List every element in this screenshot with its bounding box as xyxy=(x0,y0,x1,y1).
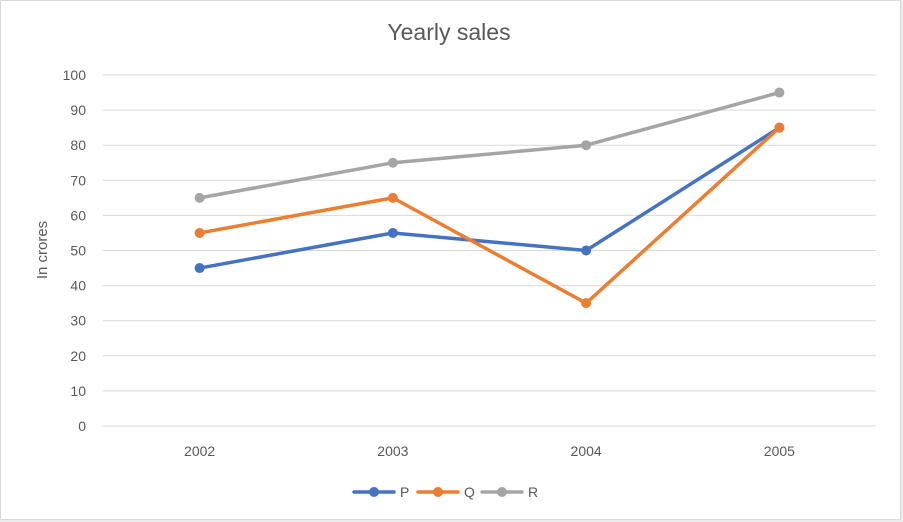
data-point xyxy=(194,227,205,238)
y-tick-label: 70 xyxy=(70,172,86,188)
x-axis-ticks: 2002 2003 2004 2005 xyxy=(184,443,795,459)
y-tick-label: 80 xyxy=(70,137,86,153)
y-axis-label: In crores xyxy=(34,221,51,279)
data-point xyxy=(774,87,785,98)
series-line xyxy=(197,125,782,270)
legend-marker xyxy=(497,487,507,497)
series-group xyxy=(194,87,785,309)
y-tick-label: 100 xyxy=(63,67,87,83)
x-tick-label: 2004 xyxy=(571,443,602,459)
y-tick-label: 10 xyxy=(70,383,86,399)
data-point xyxy=(387,157,398,168)
legend-marker xyxy=(369,487,379,497)
y-tick-label: 50 xyxy=(70,243,86,259)
data-point xyxy=(194,192,205,203)
x-tick-label: 2003 xyxy=(377,443,408,459)
legend: P Q R xyxy=(352,484,538,500)
y-tick-label: 40 xyxy=(70,278,86,294)
y-tick-label: 30 xyxy=(70,313,86,329)
chart-title: Yearly sales xyxy=(387,19,510,45)
data-point xyxy=(194,263,205,274)
legend-marker xyxy=(433,487,443,497)
legend-item-r: R xyxy=(480,484,538,500)
series-line xyxy=(197,90,782,200)
x-tick-label: 2005 xyxy=(764,443,795,459)
data-point xyxy=(387,192,398,203)
y-axis-ticks: 0 10 20 30 40 50 60 70 80 90 100 xyxy=(63,67,87,434)
y-tick-label: 90 xyxy=(70,102,86,118)
legend-label: Q xyxy=(464,484,475,500)
y-tick-label: 20 xyxy=(70,348,86,364)
y-tick-label: 0 xyxy=(78,418,86,434)
data-point xyxy=(581,140,592,151)
series-line xyxy=(197,125,782,305)
legend-item-p: P xyxy=(352,484,409,500)
data-point xyxy=(387,227,398,238)
legend-item-q: Q xyxy=(416,484,475,500)
legend-label: R xyxy=(528,484,538,500)
legend-label: P xyxy=(400,484,409,500)
gridlines xyxy=(103,74,876,427)
y-tick-label: 60 xyxy=(70,207,86,223)
series-r xyxy=(194,87,785,203)
data-point xyxy=(581,298,592,309)
x-tick-label: 2002 xyxy=(184,443,215,459)
data-point xyxy=(774,122,785,133)
data-point xyxy=(581,245,592,256)
series-q xyxy=(194,122,785,309)
